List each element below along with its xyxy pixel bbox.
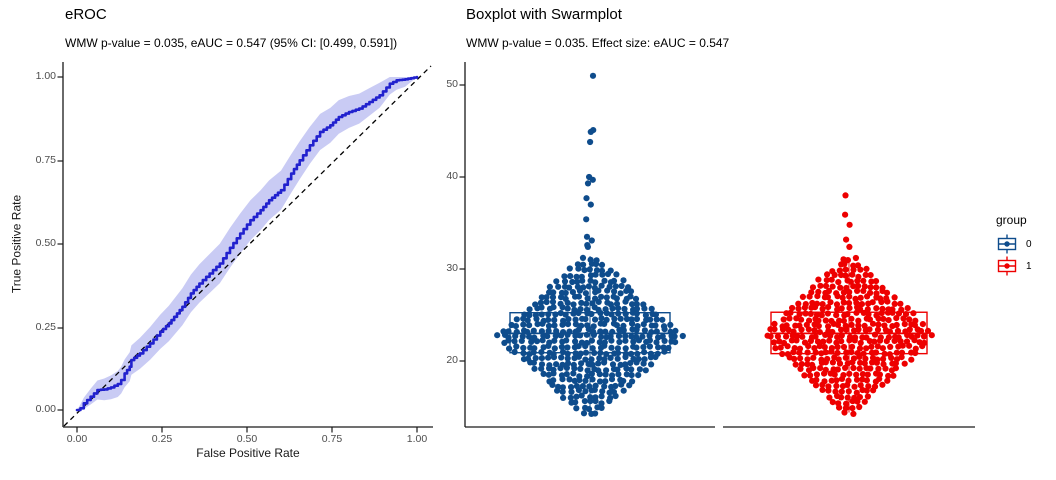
left-y-tick-label: 0.75	[35, 154, 56, 166]
right-y-tick-label: 50	[446, 78, 458, 90]
legend-label-0: 0	[1026, 238, 1032, 250]
left-x-tick-label: 0.50	[236, 433, 258, 445]
left-x-tick-label: 0.25	[151, 433, 173, 445]
left-x-tick-label: 1.00	[406, 433, 428, 445]
left-x-tick-label: 0.75	[321, 433, 343, 445]
right-y-tick-label: 30	[446, 262, 458, 274]
legend-label-1: 1	[1026, 260, 1032, 272]
boxplot-glyph-icon	[997, 234, 1017, 254]
right-y-tick-label: 40	[446, 170, 458, 182]
left-y-tick-label: 0.00	[35, 403, 56, 415]
right-y-tick-label: 20	[446, 354, 458, 366]
right-plot-subtitle: WMW p-value = 0.035. Effect size: eAUC =…	[466, 36, 730, 50]
legend-title: group	[996, 213, 1027, 227]
legend-item-group-0: 0	[996, 234, 1032, 254]
boxplot-glyph-icon	[997, 256, 1017, 276]
left-y-tick-label: 1.00	[35, 70, 56, 82]
left-plot-title: eROC	[65, 6, 107, 23]
left-y-tick-label: 0.50	[35, 237, 56, 249]
left-y-tick-label: 0.25	[35, 321, 56, 333]
right-plot-title: Boxplot with Swarmplot	[466, 6, 622, 23]
left-plot-subtitle: WMW p-value = 0.035, eAUC = 0.547 (95% C…	[65, 36, 398, 50]
left-x-tick-label: 0.00	[66, 433, 88, 445]
legend-item-group-1: 1	[996, 256, 1032, 276]
left-x-axis-label: False Positive Rate	[196, 446, 300, 460]
